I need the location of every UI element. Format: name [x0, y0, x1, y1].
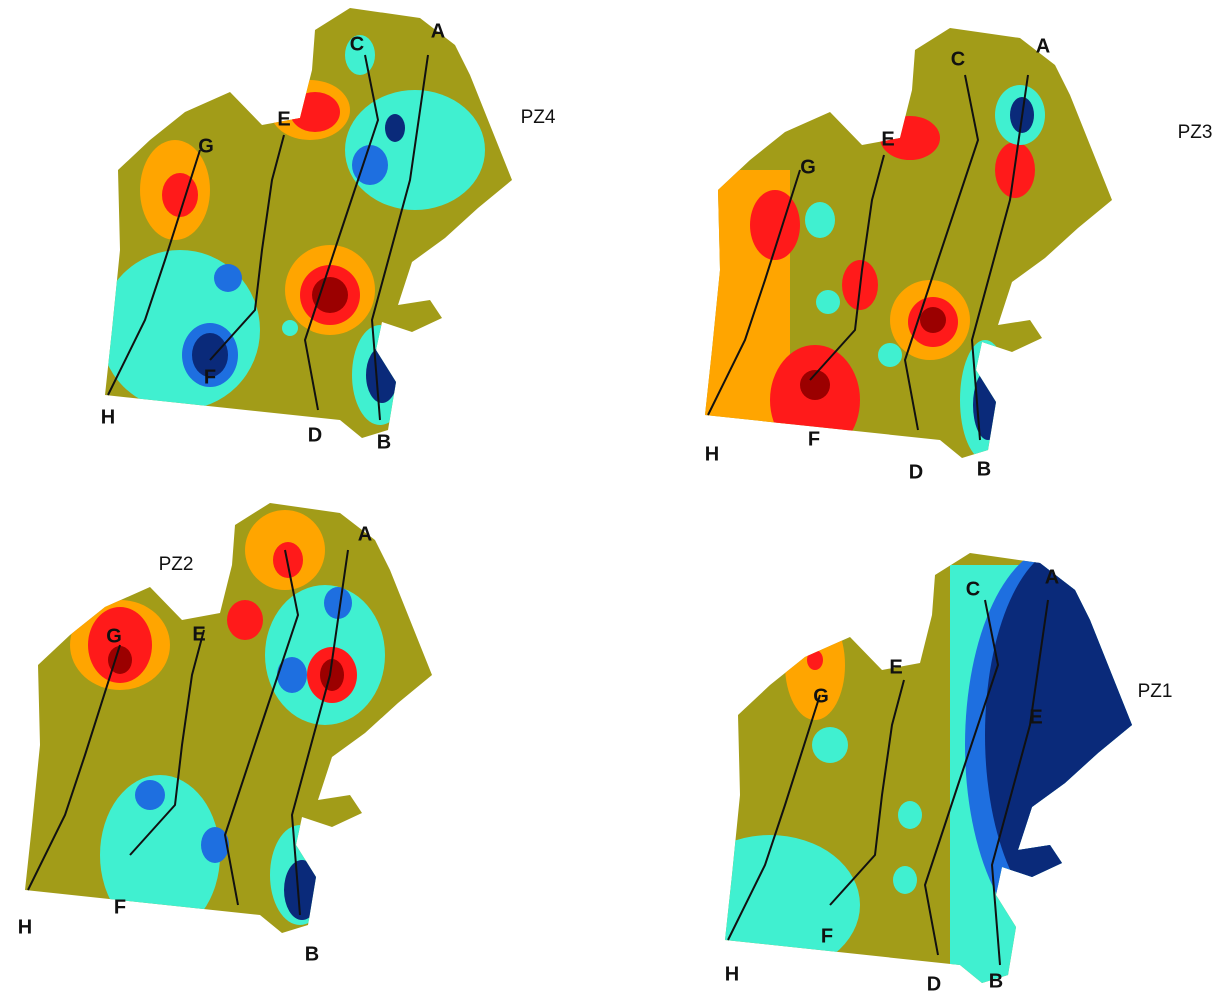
- point-label: H: [101, 406, 115, 428]
- point-label: F: [204, 366, 216, 388]
- point-label: A: [1045, 566, 1059, 588]
- point-label: E: [881, 128, 894, 150]
- point-label: E: [277, 108, 290, 130]
- point-label: E: [192, 623, 205, 645]
- point-label: F: [808, 428, 820, 450]
- point-label: H: [18, 916, 32, 938]
- point-label: E: [1029, 706, 1042, 728]
- point-label: H: [725, 963, 739, 985]
- map-panel: [705, 28, 1112, 458]
- map-panel: [725, 553, 1132, 983]
- point-label: H: [705, 443, 719, 465]
- point-label: D: [308, 424, 322, 446]
- panel-title: PZ4: [521, 107, 556, 128]
- point-label: B: [977, 458, 991, 480]
- point-label: G: [106, 625, 122, 647]
- point-label: A: [1036, 35, 1050, 57]
- point-label: A: [358, 523, 372, 545]
- point-label: E: [889, 656, 902, 678]
- point-label: D: [927, 973, 941, 995]
- point-label: B: [989, 970, 1003, 992]
- panel-title: PZ2: [159, 554, 194, 575]
- point-label: C: [350, 33, 364, 55]
- panel-title: PZ3: [1178, 122, 1213, 143]
- point-label: C: [951, 48, 965, 70]
- map-panel: [105, 8, 512, 438]
- point-label: G: [813, 685, 829, 707]
- panel-title: PZ1: [1138, 681, 1173, 702]
- point-label: C: [966, 578, 980, 600]
- point-label: G: [198, 135, 214, 157]
- point-label: A: [431, 20, 445, 42]
- point-label: F: [114, 896, 126, 918]
- point-label: B: [305, 943, 319, 965]
- point-label: G: [800, 156, 816, 178]
- map-panel: [25, 503, 432, 933]
- point-label: D: [909, 461, 923, 483]
- point-label: B: [377, 431, 391, 453]
- point-label: F: [821, 925, 833, 947]
